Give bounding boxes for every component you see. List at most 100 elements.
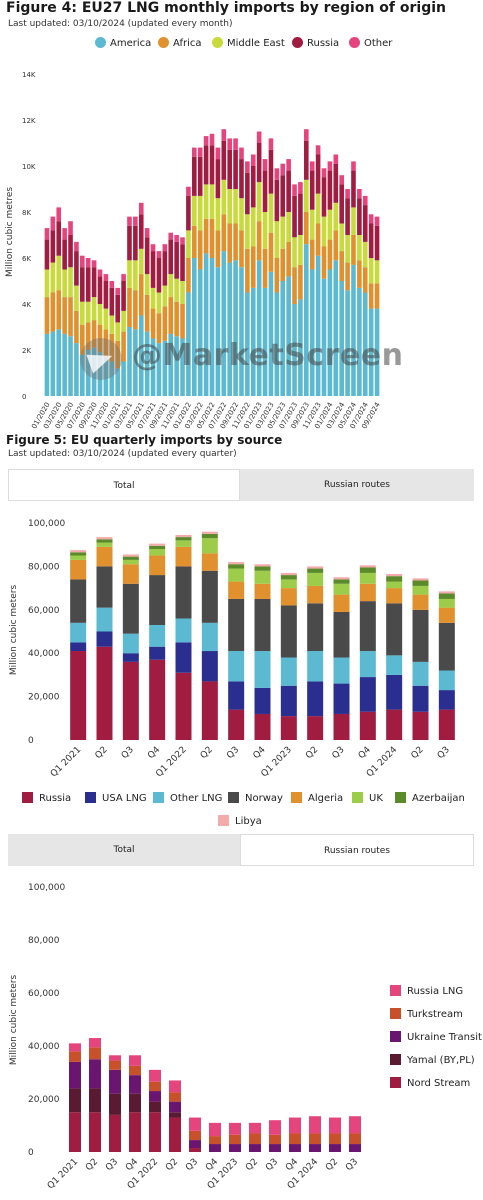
bar-other	[109, 281, 115, 288]
bar-africa	[174, 301, 179, 337]
x-tick-label: Q3	[184, 1157, 200, 1173]
bar-middle-east	[268, 193, 274, 233]
legend-item-russia-lng[interactable]: Russia LNG	[390, 985, 463, 997]
bar-africa	[209, 218, 215, 258]
bar-middle-east	[192, 195, 197, 226]
legend-item-nord-stream[interactable]: Nord Stream	[390, 1077, 470, 1089]
bar-middle-east	[298, 235, 303, 265]
legend-item-other-lng[interactable]: Other LNG	[153, 792, 222, 804]
bar-other	[133, 216, 138, 226]
bar-libya	[412, 578, 429, 581]
bar-africa	[280, 248, 286, 281]
legend-swatch	[228, 792, 239, 803]
x-tick-label: Q2	[84, 1157, 100, 1173]
bar-azerbaijan	[122, 556, 139, 560]
bar-america	[186, 292, 191, 396]
bar-africa	[245, 248, 250, 293]
legend-swatch	[85, 792, 96, 803]
bar-russia	[215, 159, 221, 199]
legend-item-uk[interactable]: UK	[352, 792, 383, 804]
tab-russian-routes[interactable]: Russian routes	[324, 480, 390, 490]
bar-america	[239, 267, 244, 396]
legend-label: Russia LNG	[407, 986, 464, 997]
bar-africa	[256, 221, 262, 261]
bar-africa	[133, 290, 138, 330]
bar-america	[144, 331, 150, 396]
x-tick-label: Q2	[244, 1157, 260, 1173]
x-tick-label: Q3	[344, 1157, 360, 1173]
bar-algeria	[438, 607, 455, 623]
legend-item-yamal-by-pl[interactable]: Yamal (BY,PL)	[390, 1054, 475, 1066]
legend-item-africa[interactable]: Africa	[158, 37, 202, 49]
bar-turkstream	[349, 1133, 361, 1145]
bar-libya	[149, 543, 166, 546]
x-tick-label: Q4	[357, 745, 373, 761]
bar-other	[233, 138, 238, 150]
bar-middle-east	[133, 260, 138, 291]
bar-russia	[122, 661, 139, 740]
tab-total[interactable]: Total	[113, 845, 135, 855]
bar-africa	[80, 324, 85, 355]
legend-item-other[interactable]: Other	[349, 37, 392, 49]
bar-usa-lng	[175, 642, 192, 673]
bar-russia	[96, 646, 113, 740]
legend-item-turkstream[interactable]: Turkstream	[390, 1008, 463, 1020]
bar-other	[56, 207, 62, 222]
bar-russia	[351, 170, 356, 208]
bar-africa	[162, 306, 168, 341]
bar-norway	[122, 583, 139, 634]
bar-russia-lng	[269, 1120, 281, 1135]
legend-item-middle-east[interactable]: Middle East	[212, 37, 285, 49]
bar-russia	[304, 140, 309, 180]
legend-item-libya[interactable]: Libya	[218, 815, 262, 827]
tab-total[interactable]: Total	[8, 469, 240, 501]
legend-swatch	[349, 37, 360, 48]
bar-america	[245, 292, 250, 396]
legend-item-algeria[interactable]: Algeria	[291, 792, 343, 804]
bar-yamal-by-pl	[109, 1093, 121, 1115]
bar-other	[315, 145, 321, 155]
figure-4-subtitle: Last updated: 03/10/2024 (updated every …	[8, 19, 233, 29]
legend-item-ukraine-transit[interactable]: Ukraine Transit	[390, 1031, 482, 1043]
legend-item-norway[interactable]: Norway	[228, 792, 283, 804]
bar-usa-lng	[70, 642, 87, 652]
tab-russian-routes[interactable]: Russian routes	[240, 834, 474, 866]
bar-america	[50, 331, 56, 396]
bar-russia	[357, 198, 362, 235]
bar-other	[345, 189, 350, 199]
bar-russia	[245, 172, 250, 215]
bar-africa	[68, 297, 73, 337]
bar-america	[274, 292, 280, 396]
bar-russia	[262, 170, 268, 212]
bar-usa-lng	[122, 653, 139, 662]
bar-russia	[374, 225, 380, 261]
legend-label: Middle East	[227, 38, 285, 49]
bar-other	[280, 163, 286, 176]
bar-middle-east	[292, 237, 297, 268]
legend-item-usa-lng[interactable]: USA LNG	[85, 792, 147, 804]
bar-russia	[85, 267, 91, 302]
bar-other	[268, 138, 274, 150]
bar-uk	[175, 540, 192, 547]
bar-africa	[85, 322, 91, 350]
bar-other-lng	[70, 622, 87, 643]
y-tick-label: 20,000	[28, 693, 60, 703]
legend-item-azerbaijan[interactable]: Azerbaijan	[395, 792, 465, 804]
legend-item-america[interactable]: America	[95, 37, 151, 49]
bar-libya	[280, 572, 297, 576]
figure-5-legend: Russia USA LNG Other LNG Norway Algeria UK Aze…	[0, 792, 483, 832]
legend-item-russia[interactable]: Russia	[22, 792, 71, 804]
bar-other	[156, 251, 162, 258]
y-tick-label: 4K	[22, 301, 31, 309]
legend-item-russia[interactable]: Russia	[292, 37, 339, 49]
bar-russia	[292, 195, 297, 238]
bar-america	[203, 253, 209, 396]
figure-5-subtitle: Last updated: 03/10/2024 (updated every …	[8, 449, 237, 459]
legend-swatch	[352, 792, 363, 803]
bar-russia	[333, 163, 339, 203]
bar-america	[174, 336, 179, 396]
bar-russia	[386, 709, 403, 740]
bar-russia	[286, 170, 291, 212]
bar-america	[345, 290, 350, 396]
legend-label: Other LNG	[170, 793, 223, 804]
